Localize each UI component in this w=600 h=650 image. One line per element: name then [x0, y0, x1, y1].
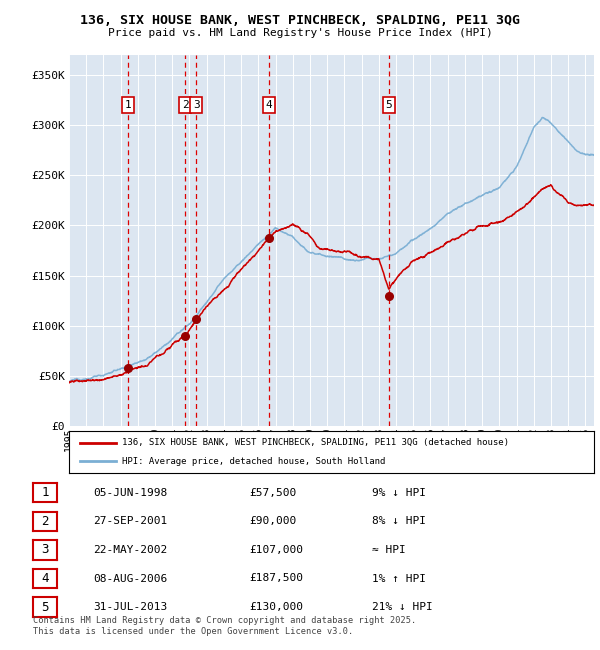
Text: 8% ↓ HPI: 8% ↓ HPI — [372, 516, 426, 526]
Text: HPI: Average price, detached house, South Holland: HPI: Average price, detached house, Sout… — [121, 457, 385, 466]
Text: 136, SIX HOUSE BANK, WEST PINCHBECK, SPALDING, PE11 3QG: 136, SIX HOUSE BANK, WEST PINCHBECK, SPA… — [80, 14, 520, 27]
Text: 5: 5 — [385, 100, 392, 110]
Text: 5: 5 — [41, 601, 49, 614]
Text: £57,500: £57,500 — [249, 488, 296, 498]
Text: 4: 4 — [265, 100, 272, 110]
Text: 136, SIX HOUSE BANK, WEST PINCHBECK, SPALDING, PE11 3QG (detached house): 136, SIX HOUSE BANK, WEST PINCHBECK, SPA… — [121, 438, 509, 447]
Text: Contains HM Land Registry data © Crown copyright and database right 2025.
This d: Contains HM Land Registry data © Crown c… — [33, 616, 416, 636]
Text: ≈ HPI: ≈ HPI — [372, 545, 406, 555]
Text: £130,000: £130,000 — [249, 602, 303, 612]
Text: £187,500: £187,500 — [249, 573, 303, 584]
Text: £107,000: £107,000 — [249, 545, 303, 555]
Text: 22-MAY-2002: 22-MAY-2002 — [93, 545, 167, 555]
Text: 05-JUN-1998: 05-JUN-1998 — [93, 488, 167, 498]
Text: 2: 2 — [41, 515, 49, 528]
Text: 1: 1 — [41, 486, 49, 499]
Text: 2: 2 — [182, 100, 188, 110]
Text: 4: 4 — [41, 572, 49, 585]
Text: 1: 1 — [125, 100, 131, 110]
Text: 08-AUG-2006: 08-AUG-2006 — [93, 573, 167, 584]
Text: 31-JUL-2013: 31-JUL-2013 — [93, 602, 167, 612]
Text: 1% ↑ HPI: 1% ↑ HPI — [372, 573, 426, 584]
Text: 21% ↓ HPI: 21% ↓ HPI — [372, 602, 433, 612]
Text: 3: 3 — [41, 543, 49, 556]
Text: £90,000: £90,000 — [249, 516, 296, 526]
Text: 3: 3 — [193, 100, 200, 110]
Text: Price paid vs. HM Land Registry's House Price Index (HPI): Price paid vs. HM Land Registry's House … — [107, 28, 493, 38]
Text: 27-SEP-2001: 27-SEP-2001 — [93, 516, 167, 526]
Text: 9% ↓ HPI: 9% ↓ HPI — [372, 488, 426, 498]
